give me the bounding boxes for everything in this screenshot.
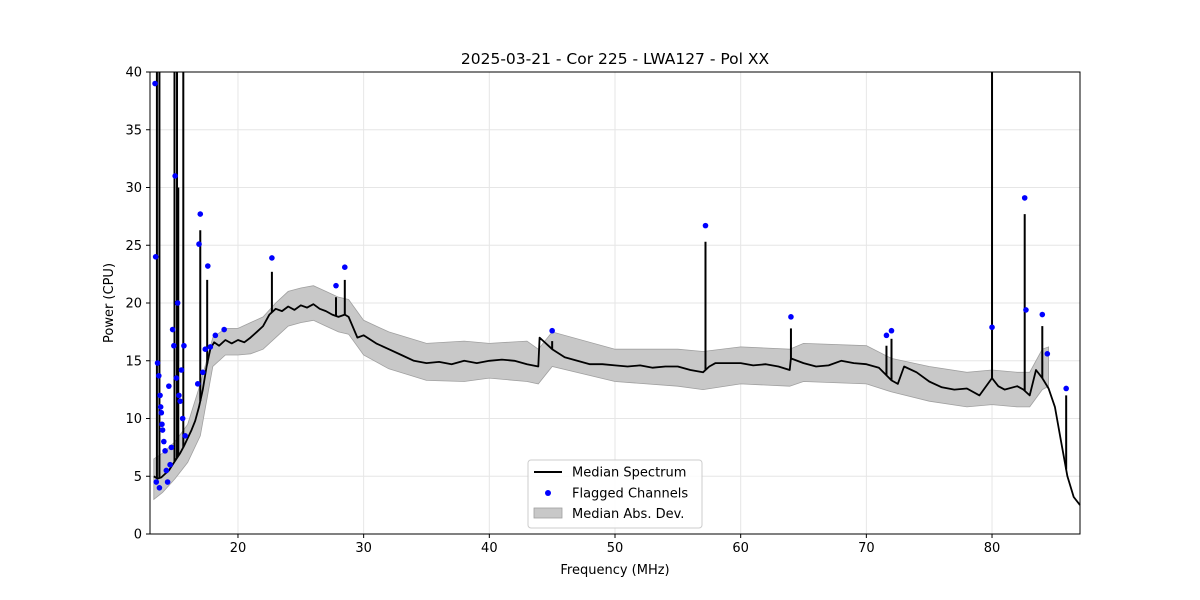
flagged-channel-point bbox=[152, 253, 159, 260]
x-tick-label: 70 bbox=[858, 541, 875, 556]
flagged-channel-point bbox=[883, 332, 890, 339]
flagged-channel-point bbox=[333, 282, 339, 289]
flagged-channel-point bbox=[166, 383, 172, 389]
flagged-channel-point bbox=[788, 314, 794, 320]
y-axis-label: Power (CPU) bbox=[102, 263, 117, 343]
legend-mad-label: Median Abs. Dev. bbox=[572, 507, 684, 522]
flagged-channel-point bbox=[167, 461, 173, 468]
mad-band bbox=[153, 285, 1049, 501]
flagged-channel-point bbox=[161, 438, 167, 445]
y-tick-label: 0 bbox=[134, 528, 142, 543]
flagged-channel-point bbox=[1044, 351, 1051, 357]
flagged-channel-point bbox=[702, 222, 709, 229]
legend-mad-swatch bbox=[533, 507, 563, 519]
flagged-channel-point bbox=[164, 479, 171, 485]
flagged-channel-point bbox=[153, 479, 160, 485]
mad-band-area bbox=[153, 285, 1049, 501]
x-tick-label: 60 bbox=[732, 541, 749, 556]
flagged-channel-point bbox=[178, 367, 185, 373]
flagged-channel-point bbox=[202, 346, 209, 353]
flagged-channel-point bbox=[182, 433, 188, 439]
median-spectrum-line bbox=[153, 303, 1081, 506]
flagged-channel-point bbox=[181, 342, 187, 349]
flagged-points bbox=[152, 80, 1069, 491]
flagged-channel-point bbox=[172, 173, 178, 179]
legend: Median Spectrum Flagged Channels Median … bbox=[527, 459, 703, 529]
legend-flagged-swatch bbox=[545, 490, 551, 496]
flagged-channel-point bbox=[157, 392, 163, 399]
y-tick-label: 5 bbox=[134, 470, 142, 485]
flagged-channel-point bbox=[169, 326, 176, 333]
y-tick-label: 15 bbox=[125, 354, 142, 369]
flagged-channel-point bbox=[205, 263, 211, 269]
y-axis-ticks: 0 5 10 15 20 25 30 35 40 bbox=[125, 66, 150, 543]
flagged-channel-point bbox=[1063, 385, 1069, 392]
flagged-channel-point bbox=[174, 300, 181, 306]
flagged-channel-point bbox=[177, 398, 183, 404]
flagged-channel-point bbox=[158, 409, 165, 416]
legend-median-label: Median Spectrum bbox=[572, 466, 686, 481]
flagged-channel-point bbox=[154, 360, 161, 366]
chart-title: 2025-03-21 - Cor 225 - LWA127 - Pol XX bbox=[461, 50, 770, 68]
x-tick-label: 30 bbox=[355, 541, 372, 556]
flagged-channel-point bbox=[163, 467, 170, 474]
flagged-channel-point bbox=[212, 332, 219, 339]
flagged-channel-point bbox=[269, 255, 275, 261]
y-tick-label: 40 bbox=[125, 66, 142, 81]
flagged-channel-point bbox=[159, 421, 165, 428]
flagged-channel-point bbox=[152, 80, 158, 87]
flagged-channel-point bbox=[888, 327, 895, 334]
flagged-channel-point bbox=[179, 415, 186, 422]
legend-flagged-label: Flagged Channels bbox=[572, 487, 688, 502]
y-tick-label: 20 bbox=[125, 297, 142, 312]
y-tick-label: 25 bbox=[125, 239, 142, 254]
flagged-channel-point bbox=[1039, 311, 1046, 318]
flagged-channel-point bbox=[157, 404, 164, 410]
legend-box bbox=[527, 459, 703, 529]
x-tick-label: 50 bbox=[607, 541, 624, 556]
flagged-channel-point bbox=[156, 485, 163, 491]
flagged-channel-point bbox=[207, 344, 214, 350]
flagged-channel-point bbox=[221, 326, 227, 333]
flagged-channel-point bbox=[341, 264, 348, 270]
x-axis-label: Frequency (MHz) bbox=[560, 563, 669, 578]
flagged-channel-point bbox=[199, 369, 206, 376]
flagged-channel-point bbox=[171, 342, 177, 349]
flagged-channel-point bbox=[1023, 307, 1029, 313]
flagged-channel-point bbox=[162, 448, 168, 454]
flagged-channel-point bbox=[197, 211, 204, 217]
flagged-channel-point bbox=[173, 375, 180, 381]
x-tick-label: 40 bbox=[481, 541, 498, 556]
x-tick-label: 20 bbox=[230, 541, 247, 556]
flagged-channel-point bbox=[176, 392, 182, 399]
y-tick-label: 10 bbox=[125, 412, 142, 427]
y-tick-label: 30 bbox=[125, 181, 142, 196]
flagged-channel-point bbox=[1021, 195, 1028, 201]
flagged-channel-point bbox=[155, 372, 162, 379]
flagged-channel-point bbox=[159, 427, 166, 433]
flagged-channel-point bbox=[549, 327, 555, 334]
x-tick-label: 80 bbox=[984, 541, 1001, 556]
flagged-channel-point bbox=[194, 381, 201, 387]
flagged-channel-point bbox=[196, 241, 202, 247]
y-tick-label: 35 bbox=[125, 123, 142, 138]
x-axis-ticks: 20 30 40 50 60 70 80 bbox=[230, 534, 1001, 556]
flagged-channel-point bbox=[168, 444, 175, 451]
flagged-channel-point bbox=[989, 324, 995, 331]
